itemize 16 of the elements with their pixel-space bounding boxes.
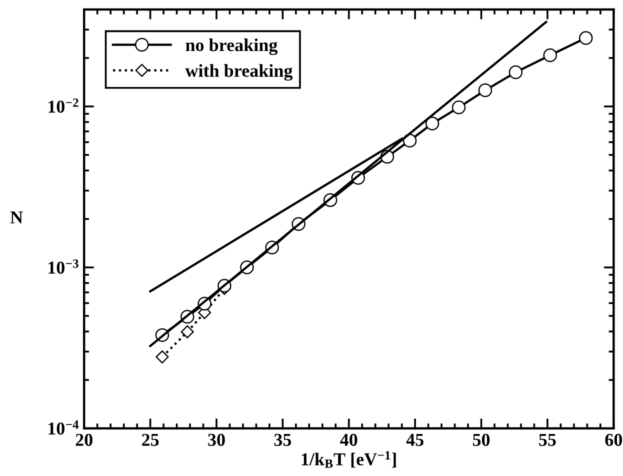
x-tick-label: 40 bbox=[340, 434, 358, 446]
y-tick-label: 10$^{−2}$ bbox=[48, 98, 78, 113]
x-tick-label: 55 bbox=[539, 434, 556, 446]
x-tick-label: 60 bbox=[605, 434, 622, 446]
y-tick-label: 10$^{−4}$ bbox=[48, 420, 79, 435]
x-tick-label: 50 bbox=[472, 434, 490, 446]
x-tick-label: 30 bbox=[208, 434, 225, 446]
x-tick-label: 20 bbox=[76, 434, 92, 446]
x-tick-label: 45 bbox=[406, 434, 424, 446]
y-axis-title: N bbox=[10, 211, 23, 224]
y-tick-label: 10$^{−3}$ bbox=[48, 259, 78, 274]
legend-label: with breaking bbox=[185, 64, 293, 81]
x-tick-label: 35 bbox=[274, 434, 292, 446]
x-tick-label: 25 bbox=[142, 434, 159, 446]
x-axis-title: 1/k$_{B}$T [eV$^{−1}$] bbox=[302, 451, 396, 468]
legend-label: no breaking bbox=[186, 38, 278, 56]
